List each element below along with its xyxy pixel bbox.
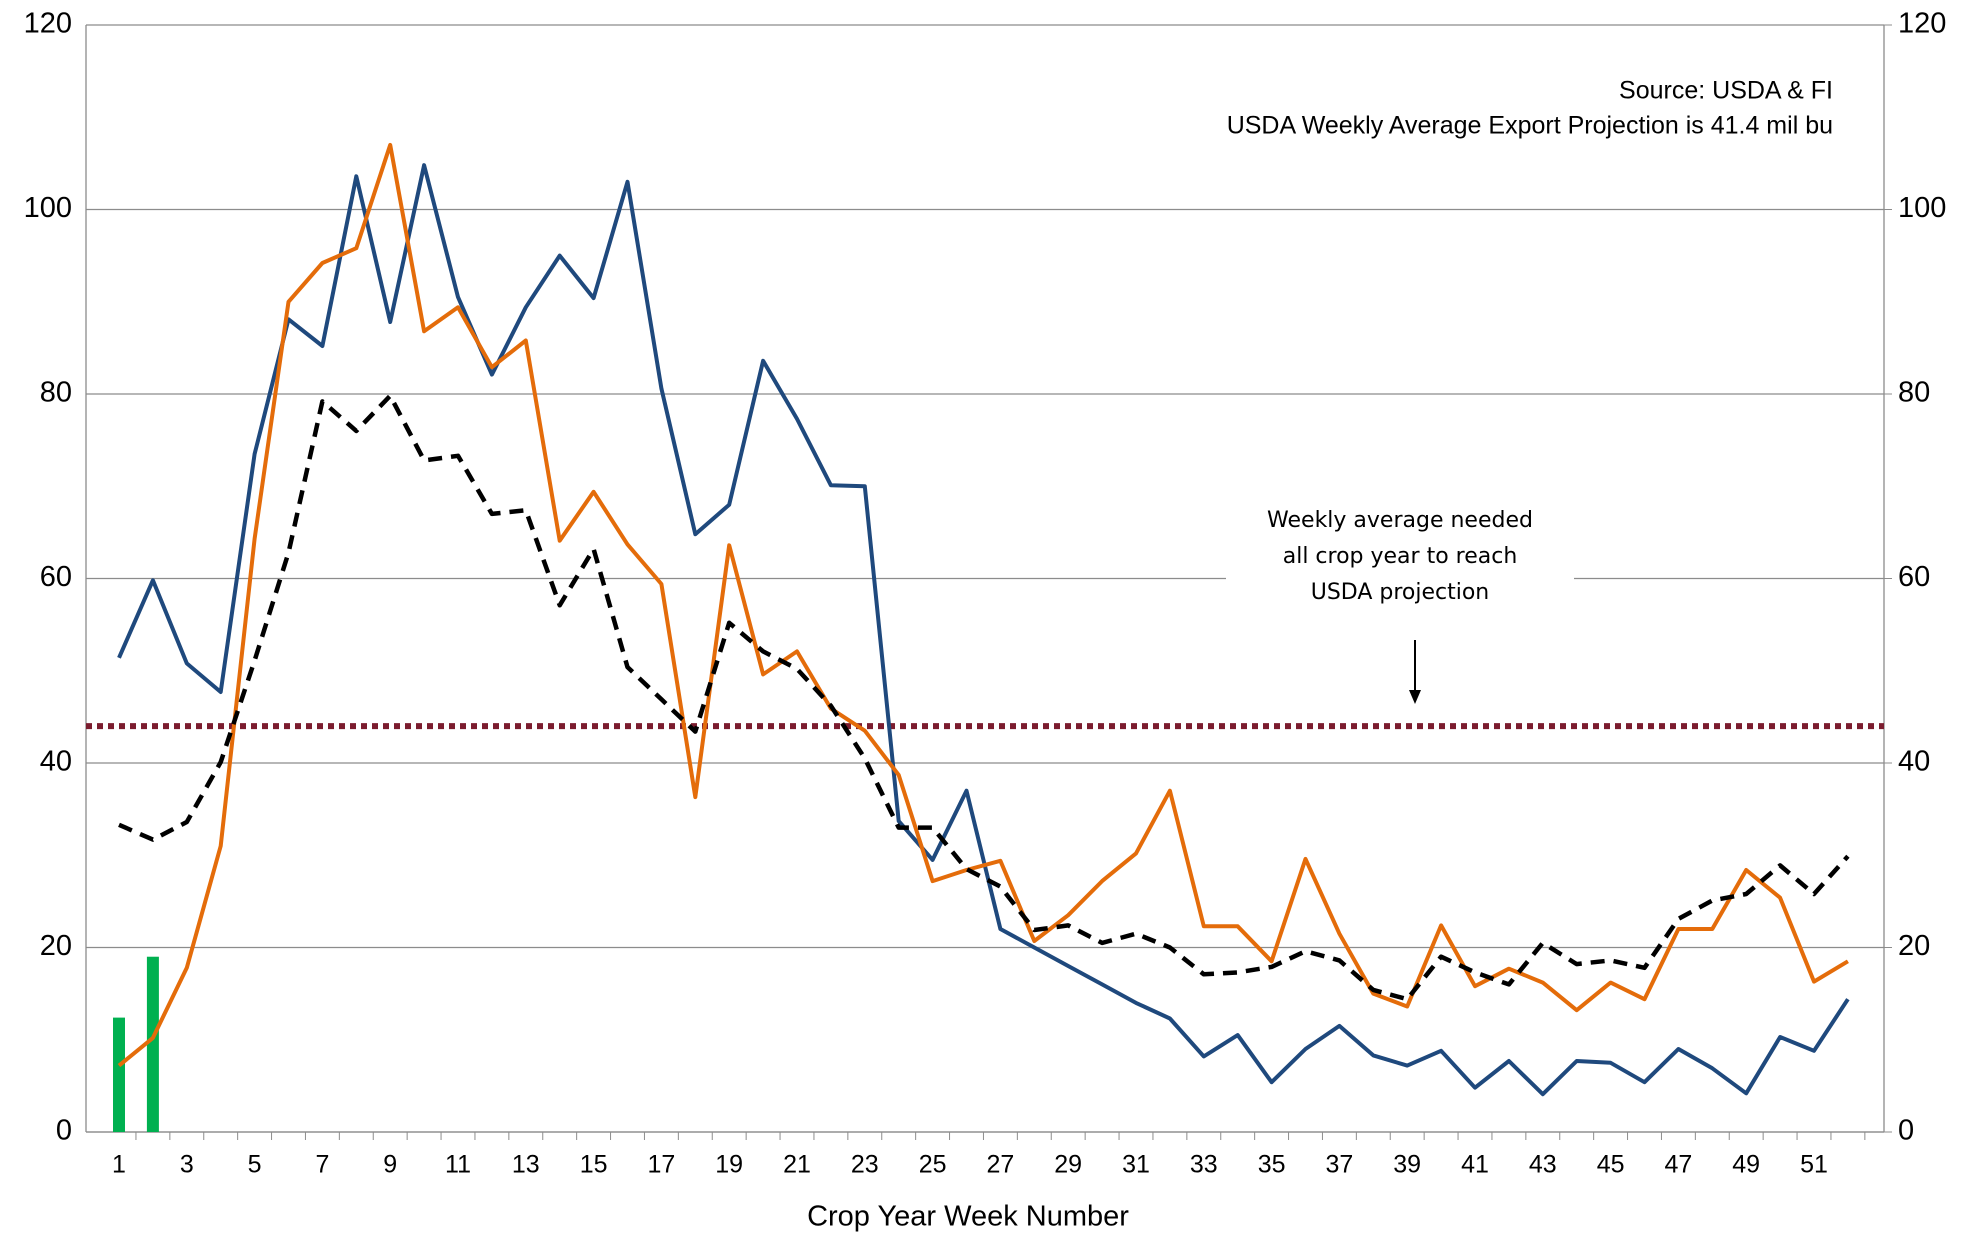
y2-tick-label: 0 <box>1898 1115 1914 1147</box>
x-tick-label: 11 <box>445 1151 471 1179</box>
y2-tick-label: 120 <box>1898 8 1946 40</box>
y2-tick-label: 80 <box>1898 377 1930 409</box>
line <box>117 142 1849 1068</box>
y-tick-label: 20 <box>40 930 72 962</box>
y-tick-label: 120 <box>24 8 72 40</box>
x-tick-label: 31 <box>1122 1151 1150 1179</box>
annotation-line: all crop year to reach <box>1283 544 1518 569</box>
bar <box>146 956 159 1132</box>
bar <box>113 1017 125 1132</box>
x-tick-label: 23 <box>851 1151 879 1179</box>
x-tick-label: 17 <box>647 1151 675 1179</box>
y2-tick-label: 100 <box>1898 192 1946 224</box>
line <box>117 163 1850 1097</box>
x-tick-label: 25 <box>919 1151 947 1179</box>
y2-tick-label: 20 <box>1898 930 1930 962</box>
annotation-bg <box>1226 500 1574 610</box>
x-tick-label: 35 <box>1258 1151 1286 1179</box>
x-tick-label: 3 <box>180 1151 194 1179</box>
y-tick-label: 80 <box>40 377 72 409</box>
x-tick-label: 43 <box>1529 1151 1557 1179</box>
x-tick-label: 33 <box>1190 1151 1218 1179</box>
x-tick-label: 37 <box>1325 1151 1353 1179</box>
y-tick-label: 0 <box>56 1115 72 1147</box>
annotation-line: Weekly average needed <box>1267 508 1533 533</box>
x-tick-label: 51 <box>1800 1151 1828 1179</box>
y-tick-label: 100 <box>24 192 72 224</box>
x-axis-title: Crop Year Week Number <box>807 1201 1129 1233</box>
y-tick-label: 60 <box>40 561 72 593</box>
x-tick-label: 45 <box>1597 1151 1625 1179</box>
x-tick-label: 27 <box>986 1151 1014 1179</box>
y2-tick-label: 40 <box>1898 746 1930 778</box>
source-line: Source: USDA & FI <box>1619 77 1833 105</box>
x-tick-label: 1 <box>112 1151 126 1179</box>
x-tick-label: 13 <box>512 1151 540 1179</box>
annotation-line: USDA projection <box>1311 580 1490 605</box>
x-tick-label: 29 <box>1054 1151 1082 1179</box>
source-line: USDA Weekly Average Export Projection is… <box>1227 112 1833 140</box>
y-tick-label: 40 <box>40 746 72 778</box>
line <box>118 393 1850 1002</box>
x-tick-label: 19 <box>715 1151 743 1179</box>
x-tick-label: 15 <box>580 1151 608 1179</box>
x-tick-label: 39 <box>1393 1151 1421 1179</box>
y2-tick-label: 60 <box>1898 561 1930 593</box>
x-tick-label: 41 <box>1461 1151 1489 1179</box>
x-tick-label: 7 <box>315 1151 329 1179</box>
x-tick-label: 47 <box>1664 1151 1692 1179</box>
annotation-arrowhead <box>1409 690 1421 704</box>
x-tick-label: 9 <box>383 1151 397 1179</box>
x-tick-label: 21 <box>783 1151 811 1179</box>
x-tick-label: 5 <box>248 1151 262 1179</box>
x-tick-label: 49 <box>1732 1151 1760 1179</box>
